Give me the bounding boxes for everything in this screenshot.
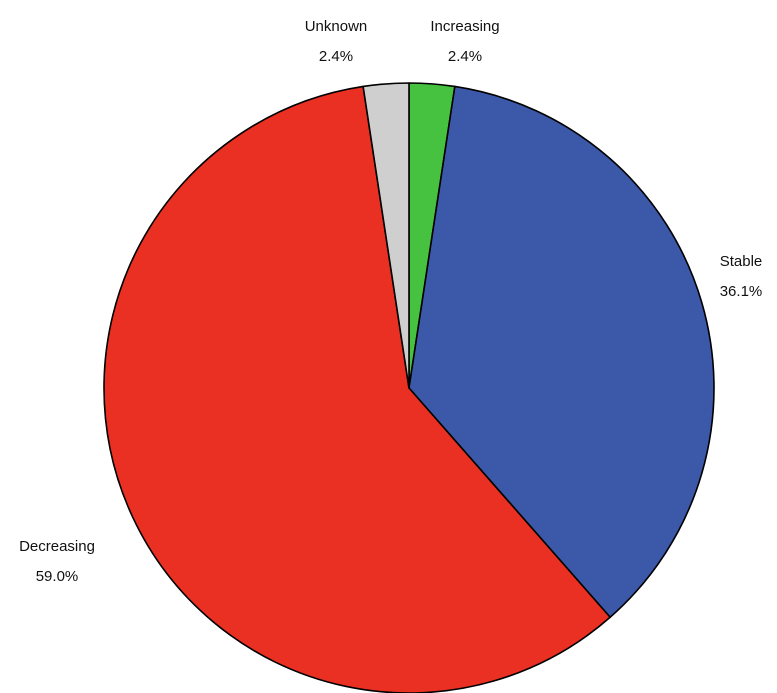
pie-slices [103, 82, 715, 693]
slice-value-decreasing: 59.0% [36, 568, 79, 585]
slice-value-unknown: 2.4% [319, 48, 353, 65]
pie-slice-unknown [362, 82, 410, 389]
pie-slice-decreasing [103, 85, 611, 693]
slice-labels: Increasing 2.4% Stable 36.1% Decreasing 59.0%… [19, 18, 762, 585]
slice-label-unknown: Unknown [305, 18, 368, 35]
slice-label-stable: Stable [720, 253, 763, 270]
slice-value-stable: 36.1% [720, 283, 763, 300]
pie-slice-stable [408, 85, 715, 619]
slice-label-increasing: Increasing [430, 18, 499, 35]
slice-label-decreasing: Decreasing [19, 538, 95, 555]
slice-value-increasing: 2.4% [448, 48, 482, 65]
